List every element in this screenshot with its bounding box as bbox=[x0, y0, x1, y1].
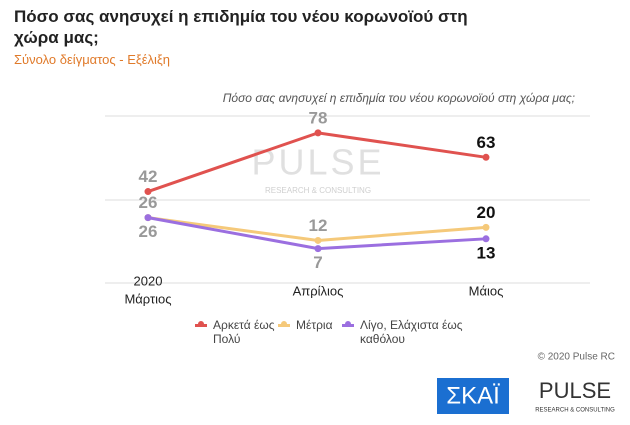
year-label: 2020 bbox=[134, 273, 163, 288]
data-point bbox=[482, 153, 490, 161]
data-label: 7 bbox=[313, 253, 322, 272]
data-point bbox=[144, 188, 152, 196]
data-point bbox=[314, 236, 322, 244]
legend-label: Αρκετά έως Πολύ bbox=[213, 318, 275, 346]
data-point bbox=[482, 223, 490, 231]
legend-swatch bbox=[195, 321, 207, 327]
data-point bbox=[314, 245, 322, 253]
data-point bbox=[314, 129, 322, 137]
legend-item: Λίγο, Ελάχιστα έως καθόλου bbox=[342, 318, 470, 346]
data-point bbox=[482, 235, 490, 243]
data-label: 42 bbox=[139, 167, 158, 186]
data-label: 78 bbox=[309, 108, 328, 127]
data-label: 63 bbox=[477, 133, 496, 152]
x-tick-label: Μάιος bbox=[469, 283, 504, 298]
logo-pulse: PULSE bbox=[539, 378, 611, 403]
x-tick-label: Απρίλιος bbox=[293, 283, 344, 298]
copyright: © 2020 Pulse RC bbox=[538, 352, 615, 363]
logo-box bbox=[437, 378, 509, 414]
watermark-sub: RESEARCH & CONSULTING bbox=[265, 186, 371, 195]
question: Πόσο σας ανησυχεί η επιδημία του νέου κο… bbox=[223, 91, 575, 105]
logo-skai: ΣΚΑΪ bbox=[446, 382, 500, 409]
data-label: 20 bbox=[477, 203, 496, 222]
legend-item: Μέτρια bbox=[278, 318, 346, 332]
data-label: 12 bbox=[309, 216, 328, 235]
legend-label: Λίγο, Ελάχιστα έως καθόλου bbox=[360, 318, 463, 346]
legend-swatch bbox=[342, 321, 354, 327]
data-point bbox=[144, 214, 152, 222]
data-label: 26 bbox=[139, 222, 158, 241]
x-tick-label: Μάρτιος bbox=[124, 291, 171, 306]
chart-title: Πόσο σας ανησυχεί η επιδημία του νέου κο… bbox=[14, 7, 468, 47]
logo-pulse-sub: RESEARCH & CONSULTING bbox=[535, 408, 615, 414]
data-label: 26 bbox=[139, 193, 158, 212]
legend-item: Αρκετά έως Πολύ bbox=[195, 318, 283, 346]
data-label: 13 bbox=[477, 243, 496, 262]
legend-swatch bbox=[278, 321, 290, 327]
chart-subtitle: Σύνολο δείγματος - Εξέλιξη bbox=[14, 52, 170, 67]
legend-label: Μέτρια bbox=[296, 318, 333, 332]
